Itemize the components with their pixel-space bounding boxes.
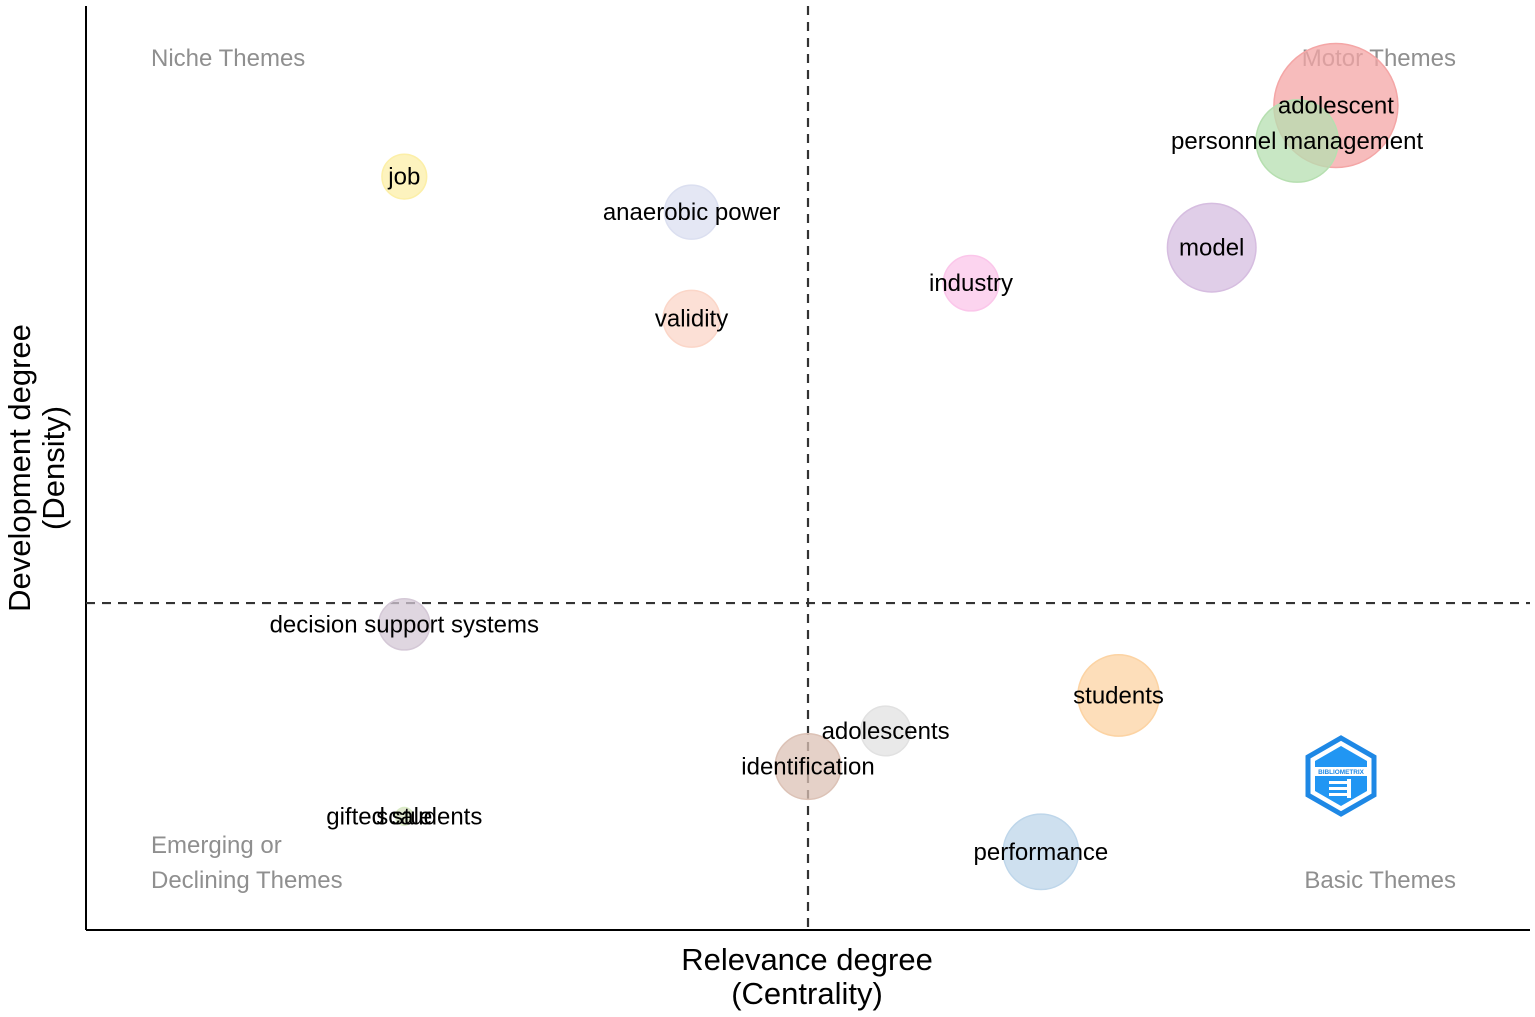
bubble-label-scale: scale: [376, 803, 432, 830]
bibliometrix-logo-icon: BIBLIOMETRIX: [1305, 735, 1377, 817]
y-axis-subtitle: (Density): [36, 406, 71, 530]
bubble-label-decision-support-systems: decision support systems: [270, 611, 539, 638]
bubble-anaerobic-power: [663, 184, 720, 240]
bubble-performance: [1002, 813, 1080, 891]
quadrant-label-niche: Niche Themes: [151, 45, 305, 72]
bubble-label-layer: adolescent personnel management model indus…: [270, 93, 1424, 866]
bubble-label-model: model: [1179, 235, 1244, 262]
bubble-label-job: job: [387, 164, 420, 191]
bubble-decision-support-systems: [377, 598, 431, 651]
quadrant-label-emerging-line1: Emerging or: [151, 832, 282, 859]
bubble-identification: [774, 732, 842, 801]
bubble-layer: [377, 42, 1399, 891]
bubble-label-industry: industry: [929, 270, 1013, 297]
bubble-adolescents: [860, 705, 912, 757]
bubble-validity: [662, 289, 721, 348]
bubble-personnel-management: [1255, 99, 1339, 183]
bubble-model: [1166, 202, 1257, 293]
quadrant-label-basic: Basic Themes: [1304, 867, 1456, 894]
bubble-label-validity: validity: [655, 306, 728, 333]
bubble-label-anaerobic-power: anaerobic power: [603, 199, 780, 226]
x-axis-title: Relevance degree: [681, 942, 933, 977]
bubble-label-adolescents: adolescents: [822, 718, 950, 745]
bubble-label-personnel-management: personnel management: [1171, 128, 1423, 155]
quadrant-label-emerging-line2: Declining Themes: [151, 867, 343, 894]
x-axis-subtitle: (Centrality): [731, 976, 883, 1011]
bubble-label-gifted-students: gifted students: [326, 803, 482, 830]
bubble-scale: [395, 807, 413, 825]
bubble-job: [381, 153, 428, 200]
bubble-label-performance: performance: [974, 839, 1109, 866]
bubble-label-identification: identification: [741, 754, 874, 781]
logo-text: BIBLIOMETRIX: [1318, 769, 1365, 776]
bubble-students: [1077, 654, 1160, 737]
bubble-industry: [942, 254, 1000, 312]
y-axis-title: Development degree: [2, 324, 37, 612]
bubble-label-adolescent: adolescent: [1278, 93, 1394, 120]
bubble-label-students: students: [1073, 682, 1164, 709]
